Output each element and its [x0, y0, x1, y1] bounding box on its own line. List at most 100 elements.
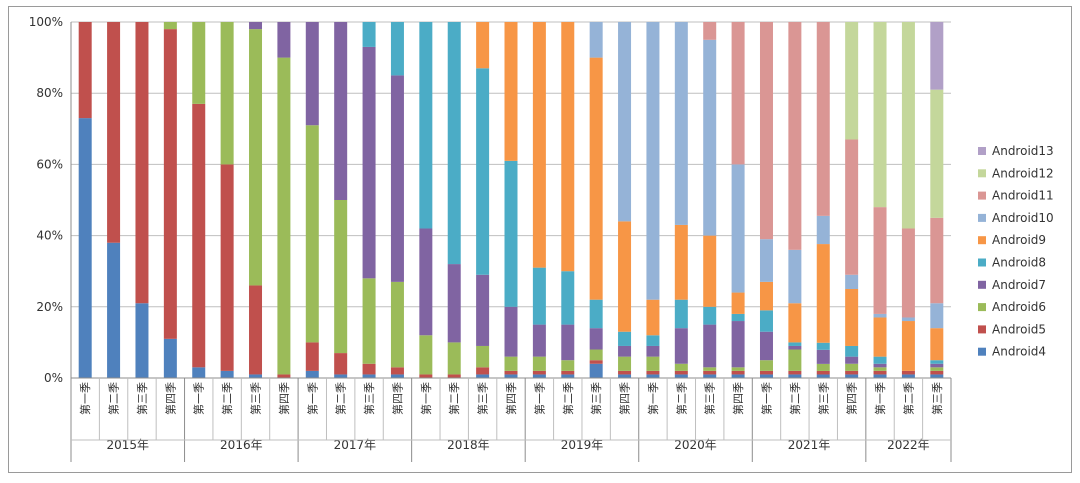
legend-swatch	[978, 325, 986, 334]
bar-segment-android4	[703, 374, 717, 378]
bar-segment-android10	[674, 22, 688, 225]
year-label: 2021年	[788, 438, 831, 452]
year-label: 2018年	[447, 438, 490, 452]
bar-segment-android7	[930, 363, 944, 368]
bar-segment-android6	[816, 363, 830, 371]
legend-swatch	[978, 347, 986, 356]
bar-segment-android10	[901, 317, 915, 322]
bar-segment-android9	[476, 22, 490, 69]
bar-segment-android8	[731, 313, 745, 322]
bar-segment-android5	[901, 370, 915, 375]
bar-segment-android7	[476, 274, 490, 346]
year-label: 2020年	[674, 438, 717, 452]
bar-segment-android4	[249, 374, 263, 378]
bar-segment-android10	[618, 22, 632, 222]
quarter-label: 第四季	[277, 382, 291, 415]
bar-segment-android10	[731, 164, 745, 293]
quarter-label: 第一季	[305, 382, 319, 415]
bar-segment-android6	[930, 367, 944, 371]
bar-segment-android10	[646, 22, 660, 300]
bar-segment-android6	[277, 57, 291, 375]
bar-segment-android6	[504, 356, 518, 371]
quarter-label: 第一季	[419, 382, 433, 415]
legend-label: Android10	[992, 211, 1054, 225]
bar-segment-android7	[532, 324, 546, 357]
legend-label: Android6	[992, 300, 1046, 314]
quarter-label: 第四季	[163, 382, 177, 415]
bar-segment-android7	[873, 363, 887, 368]
bar-segment-android9	[589, 57, 603, 300]
legend-label: Android11	[992, 189, 1054, 203]
quarter-label: 第三季	[703, 382, 717, 415]
bar-segment-android6	[674, 363, 688, 371]
legend-swatch	[978, 169, 986, 178]
bar-segment-android8	[816, 342, 830, 350]
bar-segment-android7	[447, 264, 461, 343]
bar-segment-android9	[561, 22, 575, 272]
quarter-label: 第三季	[249, 382, 263, 415]
bar-segment-android9	[532, 22, 546, 268]
bar-segment-android5	[703, 370, 717, 375]
bar-segment-android10	[816, 215, 830, 245]
bar-segment-android4	[674, 374, 688, 378]
legend-label: Android9	[992, 233, 1046, 247]
bar-segment-android9	[731, 292, 745, 314]
bar-segment-android7	[816, 349, 830, 364]
bar-segment-android6	[334, 200, 348, 354]
bar-segment-android6	[845, 363, 859, 371]
bar-segment-android8	[646, 335, 660, 346]
bar-segment-android5	[334, 353, 348, 375]
bar-segment-android6	[163, 22, 177, 30]
bar-segment-android5	[845, 370, 859, 375]
bar-segment-android6	[561, 360, 575, 371]
bar-segment-android11	[731, 22, 745, 165]
quarter-label: 第二季	[561, 382, 575, 415]
bar-segment-android4	[135, 303, 149, 378]
bar-segment-android9	[504, 22, 518, 161]
bar-segment-android7	[788, 345, 802, 350]
bar-segment-android9	[646, 299, 660, 336]
bar-segment-android6	[589, 349, 603, 361]
bar-segment-android5	[731, 370, 745, 375]
quarter-label: 第一季	[873, 382, 887, 415]
bar-segment-android11	[930, 217, 944, 304]
bar-segment-android6	[249, 29, 263, 286]
bar-segment-android4	[192, 367, 206, 378]
bar-segment-android11	[759, 22, 773, 240]
quarter-label: 第三季	[816, 382, 830, 415]
legend: Android13 Android12 Android11 Android10 Andr…	[978, 144, 1054, 359]
bar-segment-android5	[305, 342, 319, 371]
y-tick-label: 100%	[29, 15, 63, 29]
bar-segment-android6	[703, 367, 717, 371]
bar-segment-android12	[930, 89, 944, 218]
bar-segment-android5	[192, 103, 206, 368]
bar-segment-android4	[163, 338, 177, 378]
bar-segment-android4	[731, 374, 745, 378]
bar-segment-android8	[447, 22, 461, 265]
bar-segment-android5	[589, 360, 603, 364]
bar-segment-android6	[447, 342, 461, 375]
bar-segment-android6	[362, 278, 376, 364]
quarter-label: 第四季	[390, 382, 404, 415]
bar-segment-android8	[532, 267, 546, 325]
bar-segment-android6	[731, 367, 745, 371]
quarter-label: 第二季	[901, 382, 915, 415]
y-axis-ticks: 0% 20% 40% 60% 80% 100%	[29, 15, 63, 385]
quarter-label: 第三季	[930, 382, 944, 415]
bar-segment-android9	[674, 224, 688, 300]
legend-label: Android8	[992, 256, 1046, 270]
bar-segment-android10	[845, 274, 859, 289]
bar-segment-android8	[589, 299, 603, 329]
bar-segment-android4	[362, 374, 376, 378]
bar-segment-android11	[816, 22, 830, 216]
bar-segment-android7	[504, 306, 518, 357]
bar-segment-android4	[845, 374, 859, 378]
quarter-label: 第二季	[788, 382, 802, 415]
legend-swatch	[978, 258, 986, 267]
bar-segment-android10	[788, 249, 802, 304]
y-tick-label: 40%	[36, 229, 63, 243]
bar-segment-android7	[589, 328, 603, 350]
bar-segment-android9	[618, 221, 632, 332]
bar-segment-android4	[305, 370, 319, 378]
bar-segment-android7	[703, 324, 717, 368]
